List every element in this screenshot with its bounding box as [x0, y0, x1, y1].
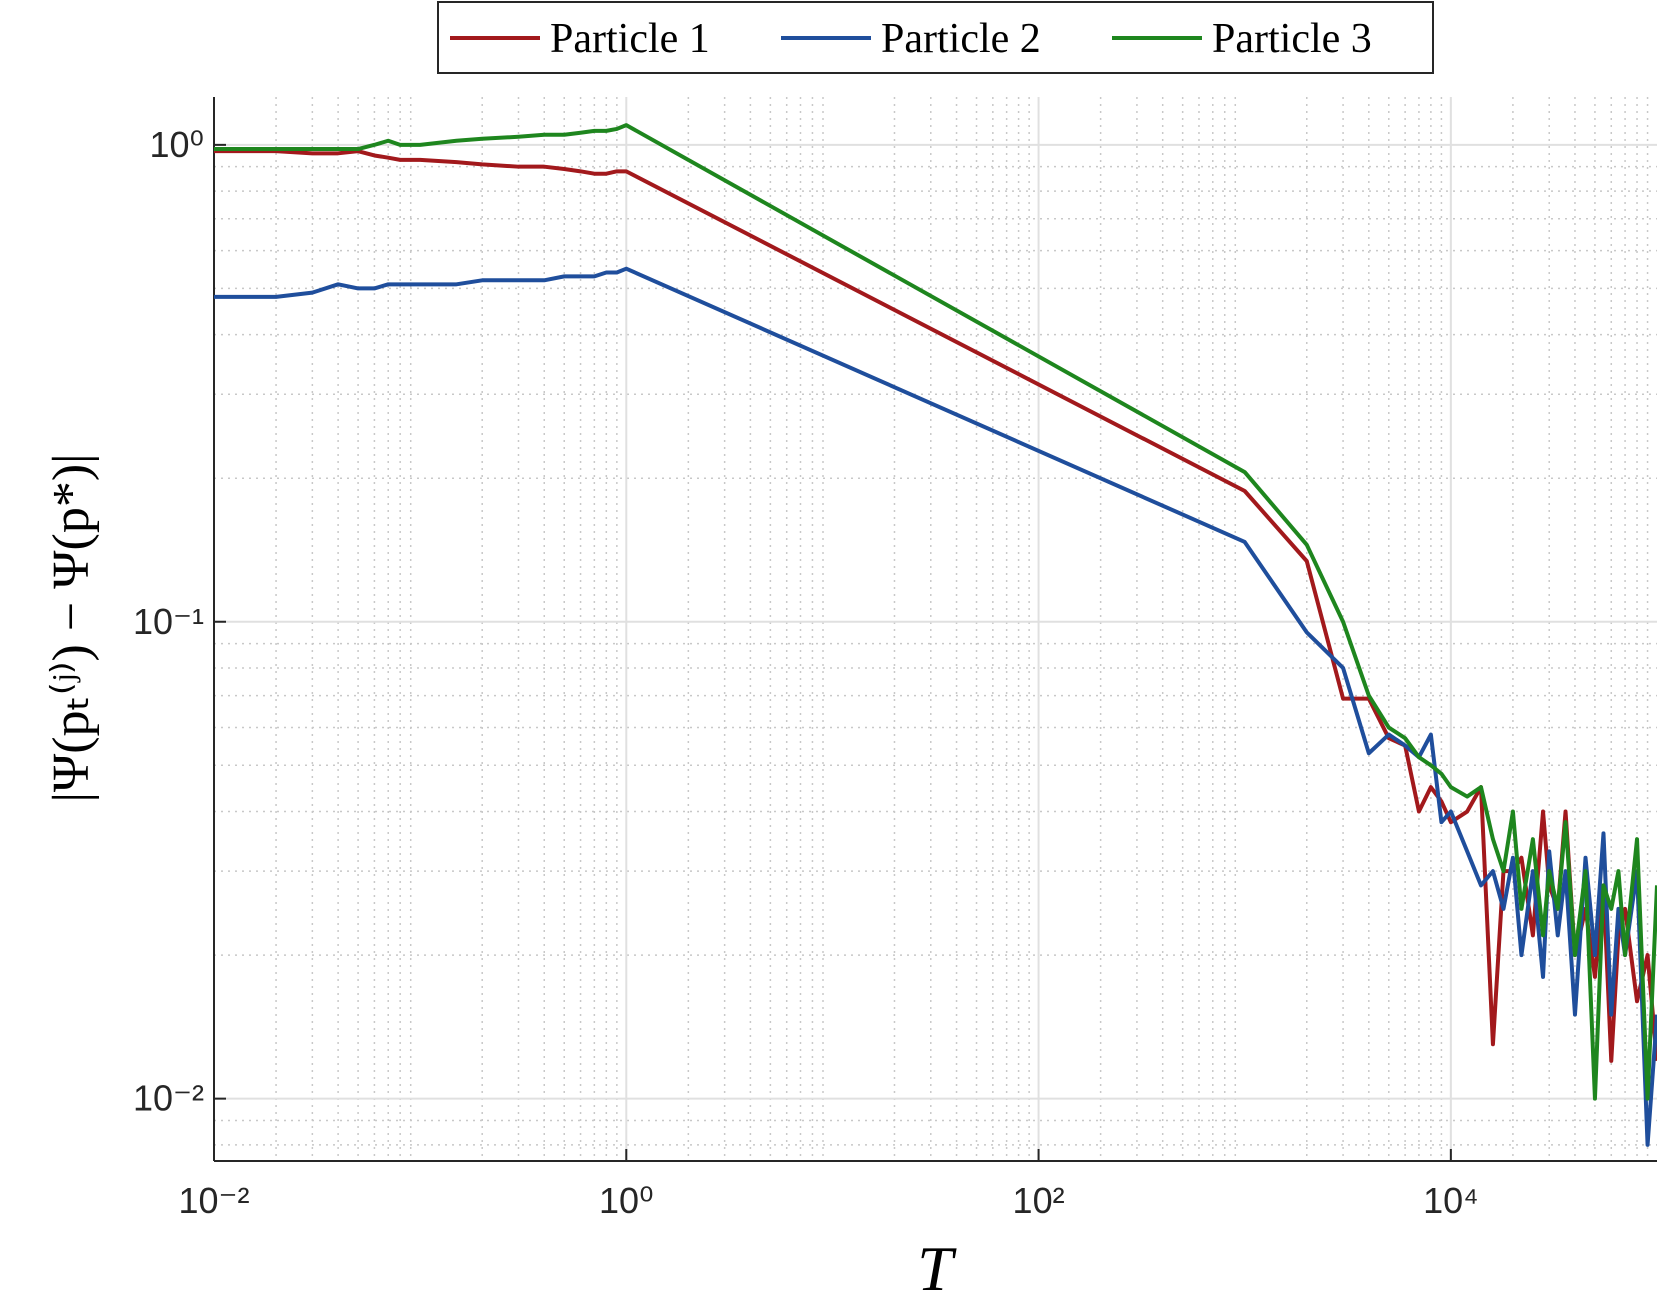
plot-area	[214, 97, 1657, 1161]
legend-box	[437, 1, 1434, 74]
y-tick-label: 10⁻²	[133, 1078, 204, 1119]
legend-label: Particle 3	[1212, 16, 1372, 62]
x-tick-label: 10²	[1013, 1180, 1065, 1221]
x-axis-label: T	[917, 1233, 957, 1304]
x-tick-label: 10⁴	[1423, 1180, 1479, 1221]
y-tick-label: 10⁰	[150, 124, 204, 165]
y-tick-label: 10⁻¹	[133, 601, 204, 642]
x-tick-label: 10⁻²	[178, 1180, 249, 1221]
legend-label: Particle 2	[881, 16, 1041, 62]
series-group	[214, 123, 1657, 1147]
legend-label: Particle 1	[550, 16, 710, 62]
y-axis-label: |Ψ(pₜ⁽ʲ⁾) − Ψ(p*)|	[43, 453, 100, 802]
series-line	[214, 123, 1657, 1101]
series-line	[214, 149, 1657, 1063]
x-tick-label: 10⁰	[599, 1180, 653, 1221]
